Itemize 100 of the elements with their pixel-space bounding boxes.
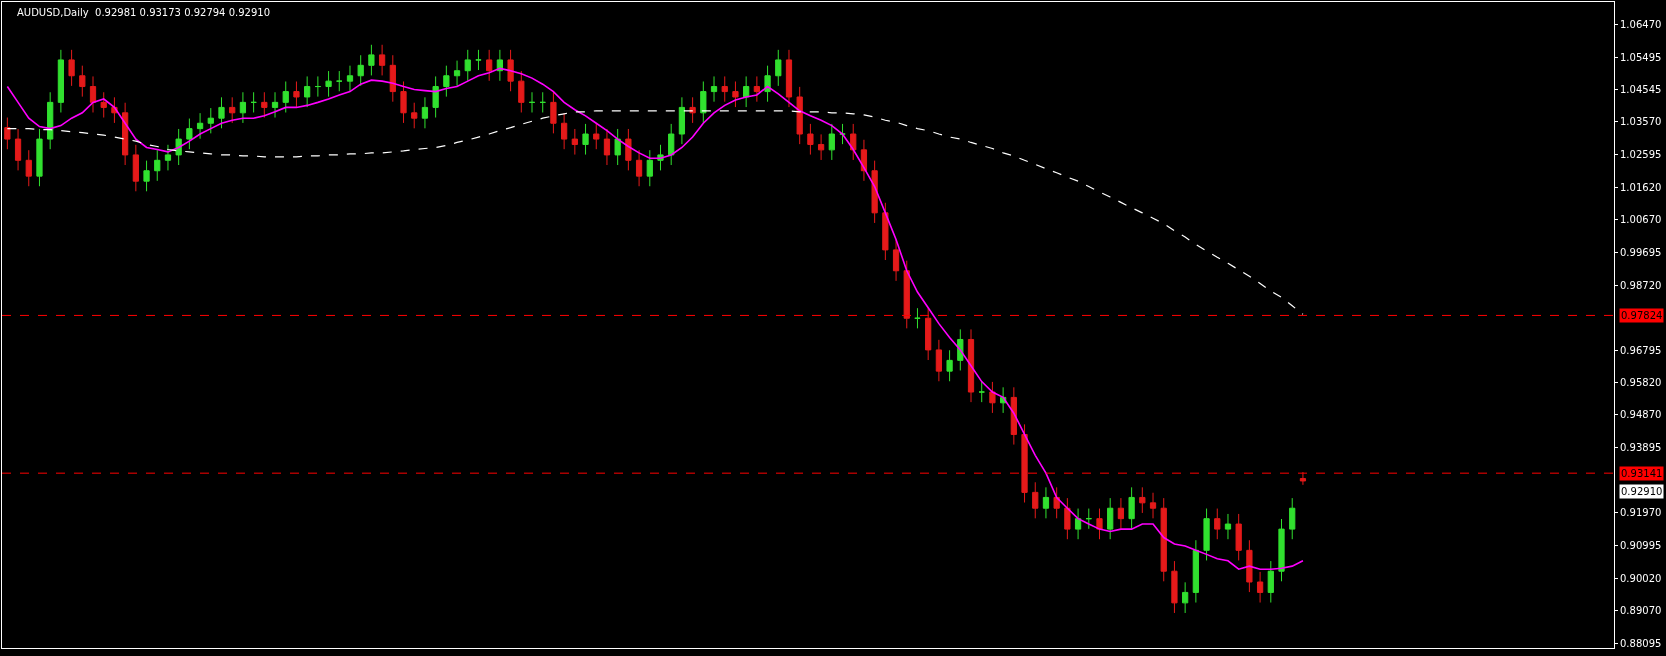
candlestick bbox=[411, 102, 418, 129]
candlestick bbox=[132, 144, 139, 192]
y-tick-label: 0.94870 bbox=[1620, 409, 1662, 421]
candlestick bbox=[400, 80, 407, 124]
candlestick bbox=[432, 75, 439, 119]
candlestick bbox=[122, 102, 129, 166]
candlestick bbox=[218, 96, 225, 129]
candlestick bbox=[539, 91, 546, 113]
candlestick bbox=[603, 128, 611, 166]
candlestick bbox=[154, 149, 161, 182]
candlestick bbox=[368, 44, 375, 76]
y-tick-label: 0.91970 bbox=[1620, 507, 1662, 519]
candlestick bbox=[1171, 560, 1178, 614]
candlestick bbox=[1021, 423, 1028, 503]
candlestick bbox=[443, 65, 450, 98]
candlestick bbox=[314, 75, 321, 98]
candlestick bbox=[625, 128, 632, 171]
candlestick bbox=[229, 96, 236, 124]
candlestick bbox=[378, 44, 386, 76]
candlestick bbox=[1139, 486, 1146, 514]
candlestick bbox=[1267, 560, 1274, 604]
candlestick bbox=[25, 149, 32, 187]
candlestick bbox=[561, 112, 568, 150]
candlestick bbox=[1096, 508, 1103, 540]
candlestick bbox=[47, 91, 54, 150]
candlestick bbox=[871, 160, 878, 224]
candlestick bbox=[732, 80, 739, 108]
candlestick bbox=[293, 80, 300, 108]
candlestick bbox=[261, 91, 268, 119]
y-tick-label: 1.04545 bbox=[1620, 83, 1662, 95]
y-tick-label: 0.89070 bbox=[1620, 604, 1662, 616]
candlestick bbox=[775, 49, 782, 87]
candlestick bbox=[164, 144, 172, 171]
candlestick bbox=[967, 328, 975, 403]
candlestick bbox=[1074, 508, 1082, 540]
candlestick bbox=[882, 202, 889, 261]
candlestick bbox=[36, 128, 43, 187]
candlestick bbox=[957, 328, 964, 371]
candlestick bbox=[796, 86, 803, 145]
candlestick bbox=[475, 49, 482, 71]
candlestick bbox=[978, 381, 985, 403]
candlestick bbox=[207, 107, 214, 134]
candlestick bbox=[346, 65, 354, 92]
candlestick bbox=[271, 91, 279, 119]
candlestick bbox=[925, 307, 932, 361]
candlestick bbox=[57, 49, 65, 113]
candlestick bbox=[14, 128, 22, 171]
candlestick bbox=[507, 49, 514, 92]
candlestick bbox=[614, 128, 621, 166]
candlestick bbox=[79, 65, 86, 98]
candlestick bbox=[357, 54, 364, 87]
candlestick bbox=[582, 123, 589, 156]
candlestick bbox=[700, 80, 707, 124]
y-tick-label: 0.95820 bbox=[1620, 377, 1662, 389]
y-tick-label: 0.99695 bbox=[1620, 246, 1662, 258]
candlestick bbox=[807, 123, 814, 156]
y-tick-label: 0.98720 bbox=[1620, 279, 1662, 291]
candlestick bbox=[839, 123, 846, 145]
candlestick bbox=[304, 75, 311, 108]
candlestick bbox=[1032, 481, 1039, 519]
candlestick bbox=[325, 70, 332, 98]
candlestick bbox=[721, 75, 728, 103]
candlestick bbox=[1128, 486, 1135, 530]
candlestick bbox=[593, 123, 600, 150]
line-series bbox=[6, 67, 1304, 570]
candlestick bbox=[186, 118, 193, 150]
candlestick bbox=[903, 260, 910, 329]
candlestick bbox=[196, 112, 204, 140]
candlestick bbox=[668, 123, 675, 166]
candlestick bbox=[1107, 497, 1114, 540]
candlestick bbox=[68, 49, 75, 87]
candlestick bbox=[486, 49, 493, 82]
candlestick bbox=[989, 381, 996, 414]
candlestick bbox=[100, 91, 107, 119]
candlestick bbox=[946, 349, 953, 382]
text: 0.92910 bbox=[1621, 486, 1663, 497]
y-tick-label: 1.06470 bbox=[1620, 18, 1662, 30]
y-tick-label: 0.88095 bbox=[1620, 637, 1662, 649]
y-tick-label: 1.02595 bbox=[1620, 149, 1662, 161]
candlestick bbox=[1064, 497, 1071, 540]
y-tick-label: 0.90995 bbox=[1620, 539, 1662, 551]
candlestick bbox=[892, 239, 900, 282]
candlestick bbox=[175, 128, 182, 166]
candlestick bbox=[860, 139, 868, 182]
candlestick bbox=[1042, 486, 1050, 519]
candlestick bbox=[571, 128, 578, 156]
ref-line-label: 0.97824 bbox=[1621, 310, 1663, 321]
candlestick bbox=[4, 117, 11, 150]
candlestick bbox=[753, 75, 760, 103]
candlestick bbox=[1235, 513, 1242, 561]
candlestick bbox=[635, 149, 643, 187]
candlestick bbox=[850, 123, 857, 161]
candlestick bbox=[282, 80, 289, 113]
candlestick bbox=[764, 65, 771, 103]
candlestick bbox=[1289, 497, 1296, 540]
y-tick-label: 1.03570 bbox=[1620, 116, 1662, 128]
candlestick bbox=[389, 54, 396, 103]
candlestick bbox=[518, 70, 525, 113]
candlestick bbox=[828, 123, 835, 161]
y-tick-label: 0.96795 bbox=[1620, 344, 1662, 356]
